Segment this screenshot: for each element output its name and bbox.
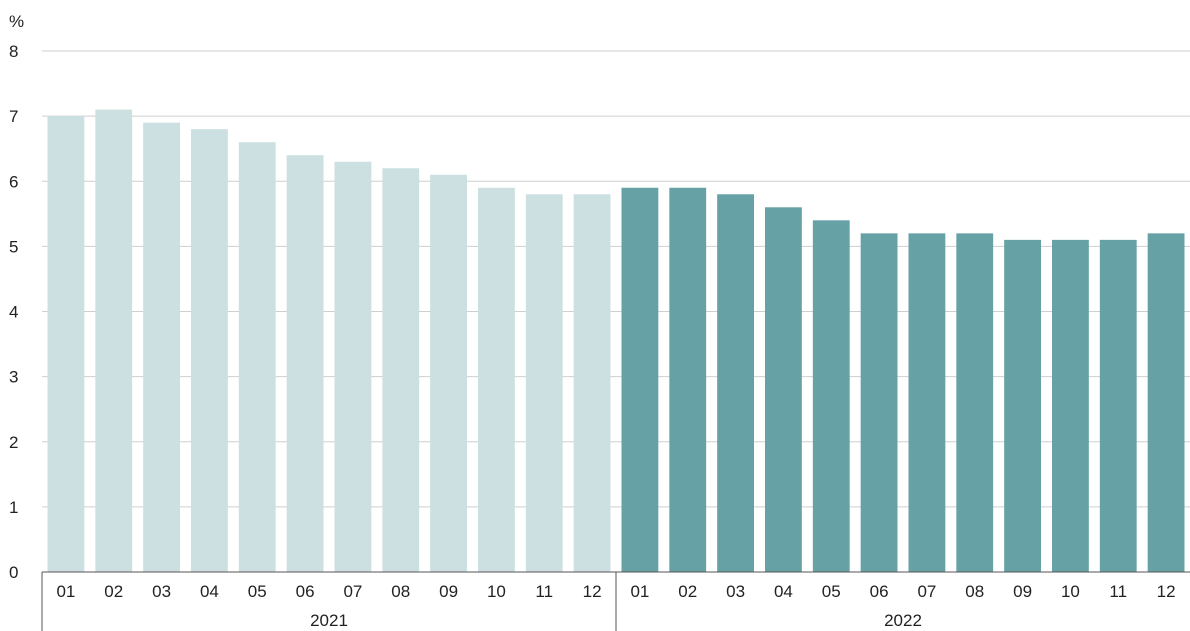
x-tick-label: 08: [965, 582, 984, 601]
y-axis-tick-labels: 0 1 2 3 4 5 6 7 8: [9, 42, 18, 582]
x-tick-label: 11: [535, 582, 553, 601]
gridlines: [42, 50, 1190, 508]
x-tick-label: 05: [822, 582, 841, 601]
bar-2022-06: [860, 233, 898, 572]
bar-2022-09: [1004, 239, 1041, 573]
bar-2022-04: [765, 207, 802, 573]
group-label-2022: 2022: [884, 611, 922, 630]
bar-2022-12: [1147, 233, 1185, 572]
bar-2022-08: [956, 233, 994, 572]
bar-2022-05: [812, 220, 850, 572]
y-tick-label: 5: [9, 237, 18, 256]
y-tick-label: 8: [9, 42, 18, 61]
bar-2021-09: [430, 174, 467, 573]
x-tick-label: 03: [152, 582, 171, 601]
x-tick-label: 12: [1157, 582, 1176, 601]
bar-2021-08: [382, 168, 420, 572]
bar-2022-11: [1099, 239, 1137, 573]
bar-2021-12: [573, 194, 611, 572]
bars: [47, 109, 1185, 573]
bar-2021-11: [525, 194, 563, 572]
x-tick-label: 07: [343, 582, 362, 601]
bar-2022-03: [717, 194, 754, 572]
x-tick-label: 02: [678, 582, 697, 601]
bar-2021-06: [286, 155, 324, 572]
bar-2022-02: [669, 187, 707, 572]
bar-2021-07: [334, 161, 372, 572]
x-tick-label: 07: [917, 582, 936, 601]
x-tick-label: 10: [1061, 582, 1080, 601]
x-axis: 01 02 03 04 05 06 07 08 09 10 11 12 2021 01 02 03 04 05 06…: [41, 571, 1190, 631]
y-tick-label: 2: [9, 433, 18, 452]
x-tick-label: 10: [487, 582, 506, 601]
bar-2021-10: [478, 187, 515, 572]
y-tick-label: 6: [9, 172, 18, 191]
bar-2022-07: [908, 233, 946, 572]
y-tick-label: 7: [9, 107, 18, 126]
bar-2021-04: [191, 129, 228, 572]
x-tick-label: 11: [1109, 582, 1127, 601]
y-tick-label: 4: [9, 303, 18, 322]
x-tick-label: 08: [391, 582, 410, 601]
x-tick-label: 09: [439, 582, 458, 601]
x-tick-label: 01: [630, 582, 649, 601]
y-tick-label: 3: [9, 368, 18, 387]
x-tick-label: 12: [583, 582, 602, 601]
x-tick-label: 02: [104, 582, 123, 601]
x-tick-label: 06: [870, 582, 889, 601]
x-tick-label: 01: [56, 582, 75, 601]
y-tick-label: 0: [9, 563, 18, 582]
x-tick-label: 04: [200, 582, 219, 601]
bar-2021-01: [47, 116, 85, 572]
x-tick-label: 05: [248, 582, 267, 601]
group-label-2021: 2021: [310, 611, 348, 630]
bar-2021-02: [95, 109, 133, 573]
x-tick-label: 04: [774, 582, 793, 601]
bar-2022-10: [1052, 239, 1089, 573]
y-tick-label: 1: [9, 498, 18, 517]
y-axis-unit-label: %: [9, 12, 24, 31]
x-tick-label: 06: [296, 582, 315, 601]
bar-2021-03: [143, 122, 180, 572]
x-tick-label: 09: [1013, 582, 1032, 601]
x-tick-label: 03: [726, 582, 745, 601]
bar-2022-01: [621, 187, 659, 572]
bar-2021-05: [238, 142, 276, 573]
